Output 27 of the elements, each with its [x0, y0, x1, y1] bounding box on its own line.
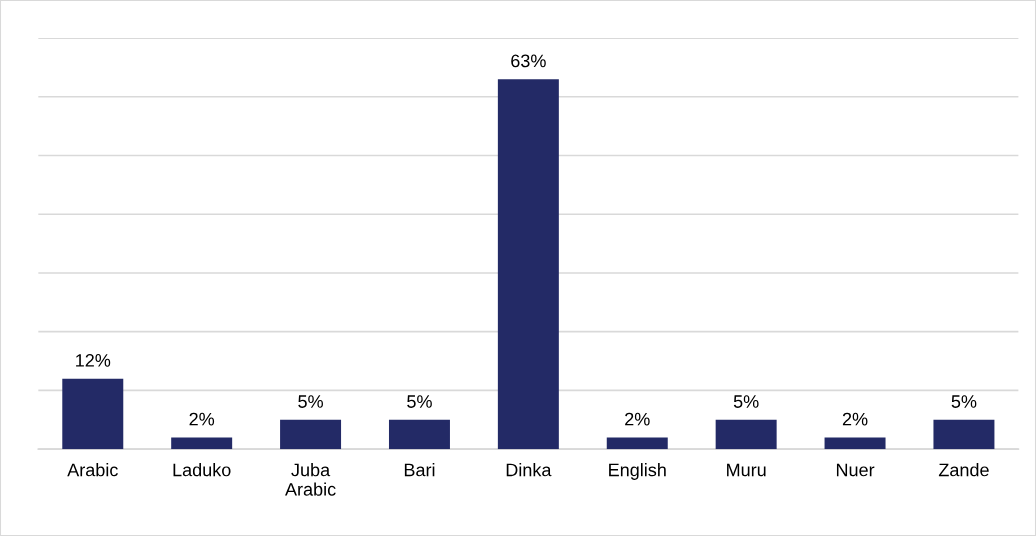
- bar: [933, 419, 995, 450]
- data-label: 5%: [951, 395, 977, 408]
- bar: [280, 419, 342, 450]
- data-label: 12%: [76, 354, 111, 367]
- data-label: 5%: [733, 395, 759, 408]
- bar: [171, 437, 233, 450]
- x-tick-label: Juba Arabic: [285, 463, 336, 496]
- bar: [497, 79, 559, 450]
- data-label: 2%: [625, 412, 650, 426]
- bar: [606, 437, 668, 450]
- bar: [715, 419, 777, 450]
- data-label: 5%: [407, 395, 432, 408]
- x-tick-label: Arabic: [67, 463, 118, 477]
- x-tick-label: Muru: [727, 463, 766, 477]
- x-tick-label: English: [609, 463, 666, 480]
- x-tick-label: Bari: [404, 463, 435, 477]
- data-label: 2%: [189, 412, 215, 426]
- x-tick-label: Dinka: [506, 463, 552, 477]
- data-label: 2%: [842, 412, 868, 426]
- data-label: 5%: [298, 395, 323, 408]
- x-tick-label: Zande: [938, 463, 989, 477]
- x-tick-label: Laduko: [173, 463, 231, 477]
- x-tick-label: Nuer: [836, 463, 875, 477]
- bar: [824, 437, 886, 450]
- bar: [388, 419, 450, 450]
- data-label: 63%: [511, 54, 546, 68]
- bar: [62, 378, 124, 450]
